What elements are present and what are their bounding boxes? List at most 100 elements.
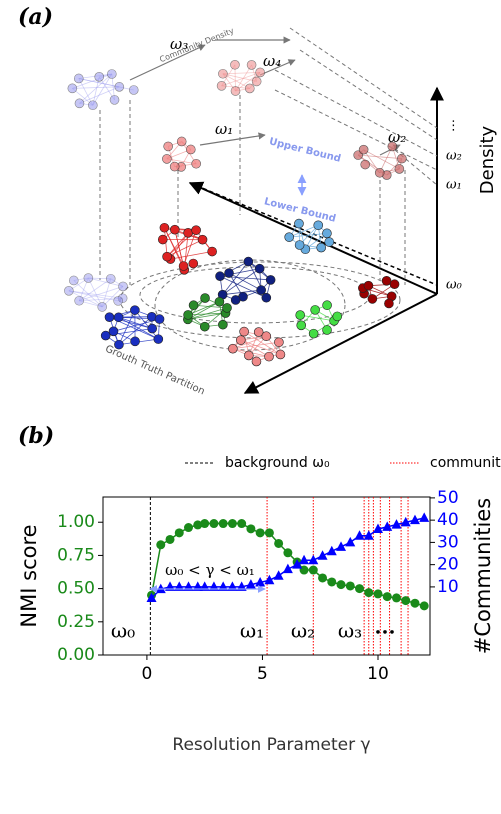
marker bbox=[237, 519, 247, 529]
annotation: ω₁ bbox=[240, 619, 264, 643]
edge bbox=[232, 341, 279, 350]
annotation: ω₃ bbox=[170, 35, 188, 53]
node bbox=[97, 302, 108, 312]
x-tick-label: 10 bbox=[367, 664, 389, 684]
node bbox=[387, 141, 398, 152]
node bbox=[128, 85, 139, 95]
edge bbox=[289, 232, 327, 238]
x-tick-label: 5 bbox=[257, 664, 268, 684]
node bbox=[261, 331, 272, 342]
node bbox=[308, 328, 319, 339]
node bbox=[214, 296, 225, 307]
node bbox=[215, 271, 225, 282]
marker bbox=[327, 577, 337, 587]
x-tick-label: 0 bbox=[141, 664, 152, 684]
node bbox=[239, 326, 249, 337]
node bbox=[251, 76, 262, 87]
edge bbox=[79, 86, 120, 104]
annotation: ω₁ bbox=[215, 120, 233, 138]
edge bbox=[73, 280, 103, 308]
node bbox=[358, 144, 369, 155]
axis-label: Density bbox=[477, 125, 498, 194]
node bbox=[74, 295, 84, 306]
clusters bbox=[64, 59, 407, 367]
marker bbox=[354, 530, 365, 540]
panel-a: (a) Community Density ω₃ ω₄ ω₁ ω₂ Upper … bbox=[18, 4, 498, 397]
node bbox=[157, 234, 168, 245]
node bbox=[163, 141, 173, 152]
edge bbox=[170, 251, 213, 260]
marker bbox=[391, 593, 401, 603]
edge bbox=[222, 73, 250, 89]
edge bbox=[187, 301, 220, 320]
annotation: ω₃ bbox=[338, 619, 362, 643]
marker bbox=[273, 570, 284, 580]
node bbox=[246, 60, 257, 70]
panel-label: (a) bbox=[18, 4, 53, 30]
edge bbox=[72, 86, 120, 89]
edge bbox=[101, 278, 112, 308]
marker bbox=[255, 576, 266, 587]
node bbox=[294, 240, 305, 250]
edge bbox=[166, 239, 203, 258]
node bbox=[64, 286, 74, 296]
annotation: Upper Bound bbox=[268, 136, 342, 164]
edge bbox=[166, 232, 189, 257]
marker bbox=[283, 548, 293, 558]
marker bbox=[419, 601, 429, 611]
node bbox=[147, 323, 157, 334]
node bbox=[224, 268, 234, 278]
edge bbox=[358, 154, 402, 159]
annotation: ω₂ bbox=[388, 128, 406, 146]
node bbox=[218, 319, 228, 330]
node bbox=[183, 228, 193, 238]
edge bbox=[243, 331, 281, 355]
node bbox=[256, 285, 266, 295]
range-annotation: ω₀ < γ < ω₁ bbox=[165, 561, 255, 579]
marker bbox=[382, 521, 393, 531]
node bbox=[374, 167, 385, 178]
node bbox=[275, 349, 286, 360]
node bbox=[114, 339, 124, 350]
node bbox=[228, 343, 238, 354]
node bbox=[113, 296, 123, 306]
edge bbox=[300, 314, 335, 322]
marker bbox=[255, 528, 265, 538]
marker bbox=[410, 598, 420, 608]
node bbox=[104, 312, 115, 322]
marker bbox=[355, 584, 365, 594]
marker bbox=[299, 554, 310, 565]
node bbox=[322, 228, 332, 239]
marker bbox=[409, 514, 420, 525]
node bbox=[188, 258, 199, 269]
node bbox=[191, 225, 201, 235]
edge bbox=[79, 73, 113, 104]
marker bbox=[174, 528, 184, 538]
edge bbox=[221, 72, 261, 87]
edge bbox=[92, 76, 100, 106]
node bbox=[218, 68, 228, 79]
node bbox=[322, 325, 332, 335]
edge bbox=[68, 290, 103, 308]
y-axis-label: NMI score bbox=[17, 524, 41, 627]
node bbox=[107, 69, 117, 79]
node bbox=[153, 334, 164, 344]
edge bbox=[78, 278, 111, 302]
edge bbox=[68, 290, 123, 299]
node bbox=[207, 246, 217, 257]
tick-label: ω₁ bbox=[446, 178, 462, 193]
node bbox=[197, 234, 208, 245]
edge bbox=[240, 339, 281, 355]
node bbox=[367, 294, 378, 304]
marker bbox=[345, 536, 356, 547]
marker bbox=[364, 588, 374, 598]
tick-label: ⋮ bbox=[447, 119, 460, 134]
marker bbox=[264, 528, 274, 538]
y-tick-label: 0.00 bbox=[57, 645, 95, 665]
node bbox=[230, 59, 240, 70]
node bbox=[322, 300, 332, 311]
edge bbox=[187, 307, 228, 320]
panel-label: (b) bbox=[18, 423, 54, 449]
legend-label: background ω₀ bbox=[225, 455, 330, 471]
tick-label: ω₀ bbox=[446, 278, 463, 293]
